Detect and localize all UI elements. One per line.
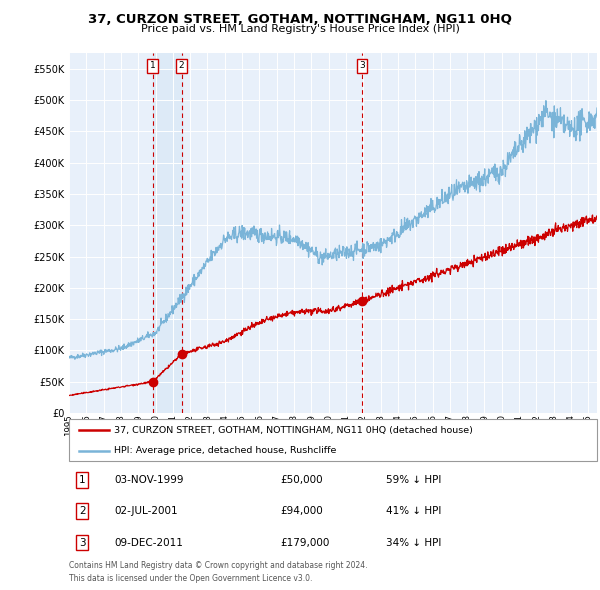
Text: 34% ↓ HPI: 34% ↓ HPI	[386, 537, 441, 548]
Text: 3: 3	[359, 61, 365, 70]
Text: 37, CURZON STREET, GOTHAM, NOTTINGHAM, NG11 0HQ (detached house): 37, CURZON STREET, GOTHAM, NOTTINGHAM, N…	[114, 426, 473, 435]
Text: £94,000: £94,000	[280, 506, 323, 516]
Text: Contains HM Land Registry data © Crown copyright and database right 2024.: Contains HM Land Registry data © Crown c…	[69, 561, 367, 570]
Text: 1: 1	[150, 61, 155, 70]
Bar	[153, 53, 182, 413]
Text: 41% ↓ HPI: 41% ↓ HPI	[386, 506, 441, 516]
Text: 02-JUL-2001: 02-JUL-2001	[114, 506, 178, 516]
Text: HPI: Average price, detached house, Rushcliffe: HPI: Average price, detached house, Rush…	[114, 446, 336, 455]
Text: Price paid vs. HM Land Registry's House Price Index (HPI): Price paid vs. HM Land Registry's House …	[140, 24, 460, 34]
Text: 09-DEC-2011: 09-DEC-2011	[114, 537, 183, 548]
Text: 03-NOV-1999: 03-NOV-1999	[114, 475, 184, 485]
Text: 59% ↓ HPI: 59% ↓ HPI	[386, 475, 441, 485]
Text: This data is licensed under the Open Government Licence v3.0.: This data is licensed under the Open Gov…	[69, 574, 313, 583]
Text: 1: 1	[79, 475, 86, 485]
Text: £50,000: £50,000	[280, 475, 323, 485]
Text: 37, CURZON STREET, GOTHAM, NOTTINGHAM, NG11 0HQ: 37, CURZON STREET, GOTHAM, NOTTINGHAM, N…	[88, 13, 512, 26]
Text: 3: 3	[79, 537, 86, 548]
Text: £179,000: £179,000	[280, 537, 329, 548]
Text: 2: 2	[79, 506, 86, 516]
Text: 2: 2	[179, 61, 184, 70]
